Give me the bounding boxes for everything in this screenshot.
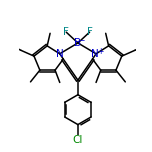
Text: F: F [87,27,93,37]
Text: −: − [78,36,84,45]
Text: N: N [56,49,64,59]
Text: F: F [63,27,69,37]
Text: B: B [74,38,81,48]
Text: Cl: Cl [73,135,83,145]
Text: N: N [91,49,99,59]
Text: +: + [97,47,103,56]
